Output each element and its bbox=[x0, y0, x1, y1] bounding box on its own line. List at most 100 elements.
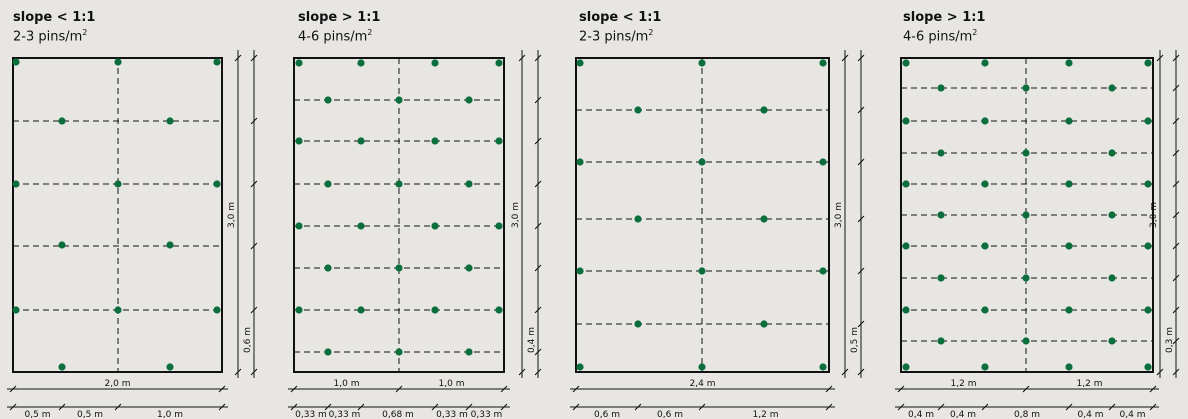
panel-4-pin bbox=[981, 242, 989, 250]
panel-2-bottom-label: 0,33 m bbox=[436, 410, 468, 419]
panel-4-width-tick bbox=[897, 385, 905, 393]
panel-4-pin bbox=[902, 363, 910, 371]
panel-2-spacing-tick bbox=[534, 264, 542, 272]
panel-4-pin bbox=[1144, 363, 1152, 371]
panel-3-height-label: 3,0 m bbox=[834, 202, 844, 228]
panel-2-frame bbox=[293, 57, 505, 373]
panel-2-pin bbox=[324, 348, 332, 356]
panel-4-bottom-tick bbox=[1149, 403, 1157, 411]
panel-2-density: 4-6 pins/m2 bbox=[298, 28, 373, 45]
panel-3-row-spacing-label: 0,5 m bbox=[850, 327, 860, 353]
panel-3-height-tick bbox=[841, 54, 849, 62]
panel-3-pin bbox=[576, 363, 584, 371]
panel-3-spacing-tick bbox=[857, 106, 865, 114]
panel-1-width-tick bbox=[218, 385, 226, 393]
panel-4-spacing-tick bbox=[1172, 149, 1180, 157]
panel-4-pin bbox=[981, 306, 989, 314]
panel-2-pin bbox=[395, 348, 403, 356]
panel-2-pin bbox=[295, 222, 303, 230]
panel-2-width-label-left: 1,0 m bbox=[334, 379, 360, 389]
panel-3-bottom-label: 0,6 m bbox=[657, 410, 683, 419]
panel-4-bottom-tick bbox=[1065, 403, 1073, 411]
panel-4-bottom-label: 0,4 m bbox=[908, 410, 934, 419]
panel-4-pin bbox=[1144, 180, 1152, 188]
panel-2-height-label: 3,0 m bbox=[511, 202, 521, 228]
panel-2-pin bbox=[357, 306, 365, 314]
panel-1-pin bbox=[213, 58, 221, 66]
panel-4-pin bbox=[1144, 117, 1152, 125]
panel-4-bottom-label: 0,4 m bbox=[1078, 410, 1104, 419]
panel-2-bottom-label: 0,33 m bbox=[471, 410, 503, 419]
panel-1-pin bbox=[213, 306, 221, 314]
panel-2-pin bbox=[431, 137, 439, 145]
panel-3-pin bbox=[634, 215, 642, 223]
panel-4-spacing-tick bbox=[1172, 306, 1180, 314]
panel-4-pin bbox=[981, 363, 989, 371]
panel-4-pin bbox=[1065, 180, 1073, 188]
panel-2-spacing-tick bbox=[534, 54, 542, 62]
panel-4-spacing-tick bbox=[1172, 211, 1180, 219]
panel-4-bottom-tick bbox=[1108, 403, 1116, 411]
panel-4-width-tick bbox=[1149, 385, 1157, 393]
panel-1-bottom-label: 0,5 m bbox=[77, 410, 103, 419]
panel-4-spacing-tick bbox=[1172, 242, 1180, 250]
panel-4-bottom-tick bbox=[981, 403, 989, 411]
panel-2-spacing-tick bbox=[534, 96, 542, 104]
panel-3-bottom-label: 0,6 m bbox=[594, 410, 620, 419]
panel-3-spacing-tick bbox=[857, 215, 865, 223]
panel-3-bottom-tick bbox=[634, 403, 642, 411]
panel-3-pin bbox=[698, 267, 706, 275]
panel-4-pin bbox=[902, 117, 910, 125]
panel-2-pin bbox=[324, 180, 332, 188]
panel-2-pin bbox=[295, 306, 303, 314]
panel-2-spacing-tick bbox=[534, 306, 542, 314]
panel-3-pin bbox=[819, 363, 827, 371]
panel-3-width-tick bbox=[825, 385, 833, 393]
panel-4-pin bbox=[1108, 84, 1116, 92]
panel-4-height-tick bbox=[1156, 368, 1164, 376]
panel-2-pin bbox=[431, 59, 439, 67]
panel-3-title: slope < 1:1 bbox=[579, 10, 662, 25]
panel-1-pin bbox=[166, 117, 174, 125]
panel-1-pin bbox=[58, 363, 66, 371]
panel-1-pin bbox=[58, 117, 66, 125]
panel-1-bottom-tick bbox=[58, 403, 66, 411]
panel-4-height-tick bbox=[1156, 54, 1164, 62]
panel-4-pin bbox=[1144, 59, 1152, 67]
panel-2-width-tick bbox=[395, 385, 403, 393]
panel-1-pin bbox=[114, 180, 122, 188]
panel-4-width-tick bbox=[1022, 385, 1030, 393]
panel-1-pin bbox=[12, 306, 20, 314]
panel-4-pin bbox=[1065, 363, 1073, 371]
panel-4-pin bbox=[1108, 211, 1116, 219]
panel-4-pin bbox=[1065, 306, 1073, 314]
panel-1-bottom-label: 0,5 m bbox=[25, 410, 51, 419]
panel-3-bottom-label: 1,2 m bbox=[753, 410, 779, 419]
panel-2-height-tick bbox=[518, 54, 526, 62]
panel-1-pin bbox=[12, 180, 20, 188]
panel-3-spacing-tick bbox=[857, 320, 865, 328]
panel-3-frame bbox=[575, 57, 830, 373]
panel-3-pin bbox=[819, 59, 827, 67]
panel-1-width-tick bbox=[9, 385, 17, 393]
panel-4-pin bbox=[1144, 242, 1152, 250]
panel-3-pin bbox=[634, 106, 642, 114]
panel-3-pin bbox=[698, 59, 706, 67]
panel-4-width-label-left: 1,2 m bbox=[951, 379, 977, 389]
panel-2-width-tick bbox=[290, 385, 298, 393]
panel-2-bottom-tick bbox=[290, 403, 298, 411]
panel-1-pin bbox=[213, 180, 221, 188]
panel-3-pin bbox=[760, 320, 768, 328]
panel-2-row-spacing-label: 0,4 m bbox=[527, 327, 537, 353]
panel-3-pin bbox=[576, 267, 584, 275]
panel-1-spacing-tick bbox=[250, 54, 258, 62]
panel-3-pin bbox=[760, 106, 768, 114]
panel-2-pin bbox=[495, 137, 503, 145]
panel-1-height-tick bbox=[234, 54, 242, 62]
panel-2-spacing-tick bbox=[534, 222, 542, 230]
panel-1-pin bbox=[12, 58, 20, 66]
panel-2-pin bbox=[324, 264, 332, 272]
panel-4-spacing-tick bbox=[1172, 274, 1180, 282]
panel-4-pin bbox=[1022, 149, 1030, 157]
